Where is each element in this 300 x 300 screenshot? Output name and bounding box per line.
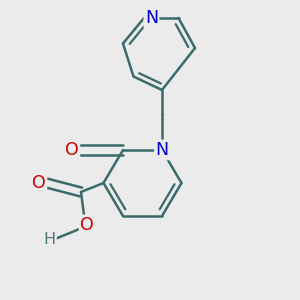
Text: N: N (145, 9, 158, 27)
Text: O: O (32, 174, 46, 192)
Text: N: N (155, 141, 169, 159)
Text: O: O (65, 141, 79, 159)
Text: H: H (44, 232, 56, 247)
Text: O: O (80, 216, 94, 234)
